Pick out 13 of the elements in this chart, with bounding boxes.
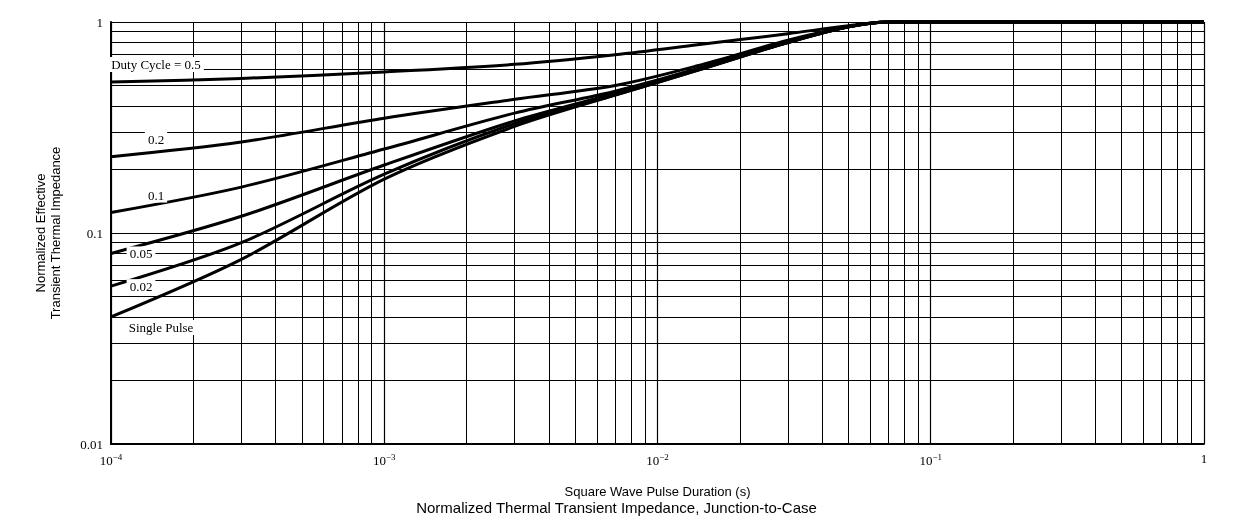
series-label: Single Pulse (128, 319, 194, 335)
y-tick-label: 1 (96, 14, 103, 30)
y-tick-label: 0.01 (80, 436, 103, 452)
text: Normalized Thermal Transient Impedance, Junction-to-Case (416, 499, 817, 516)
series-label: 0.2 (147, 131, 165, 147)
y-tick-label: 0.1 (86, 225, 103, 241)
series-label: 0.1 (147, 187, 165, 203)
series-label: Duty Cycle = 0.5 (111, 56, 201, 72)
x-axis-title: Square Wave Pulse Duration (s) (564, 484, 751, 499)
x-tick-label: 1 (1200, 451, 1208, 466)
series-label: 0.05 (129, 246, 153, 262)
y-axis-title: Normalized Effective Transient Thermal Impedance (33, 146, 63, 320)
series-label: 0.02 (129, 279, 153, 295)
